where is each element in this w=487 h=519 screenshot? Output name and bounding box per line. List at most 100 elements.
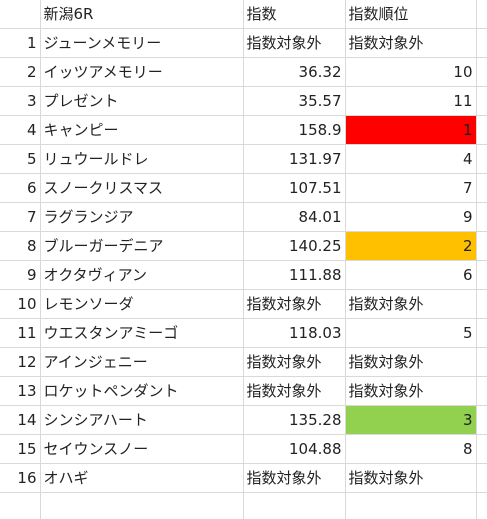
empty-cell[interactable] bbox=[476, 492, 487, 519]
index-cell[interactable]: 111.88 bbox=[243, 260, 346, 290]
table-row: 7 ラグランジア 84.01 9 bbox=[0, 202, 487, 232]
horse-name-cell[interactable]: キャンピー bbox=[40, 115, 244, 145]
row-number-cell[interactable]: 11 bbox=[0, 318, 41, 348]
empty-cell[interactable] bbox=[345, 492, 477, 519]
horse-name-cell[interactable]: アインジェニー bbox=[40, 347, 244, 377]
row-number-cell[interactable]: 13 bbox=[0, 376, 41, 406]
empty-cell[interactable] bbox=[476, 405, 487, 435]
horse-name-cell[interactable]: プレゼント bbox=[40, 86, 244, 116]
index-cell[interactable]: 84.01 bbox=[243, 202, 346, 232]
empty-cell[interactable] bbox=[476, 202, 487, 232]
empty-cell[interactable] bbox=[476, 86, 487, 116]
table-row: 13 ロケットペンダント 指数対象外 指数対象外 bbox=[0, 376, 487, 406]
table-row-empty bbox=[0, 492, 487, 519]
index-cell[interactable]: 135.28 bbox=[243, 405, 346, 435]
empty-cell[interactable] bbox=[243, 492, 346, 519]
empty-cell[interactable] bbox=[476, 57, 487, 87]
rank-cell[interactable]: 指数対象外 bbox=[345, 347, 477, 377]
empty-cell[interactable] bbox=[476, 434, 487, 464]
horse-name-cell[interactable]: ロケットペンダント bbox=[40, 376, 244, 406]
table-row: 5 リュウールドレ 131.97 4 bbox=[0, 144, 487, 174]
horse-name-cell[interactable]: リュウールドレ bbox=[40, 144, 244, 174]
empty-cell[interactable] bbox=[40, 492, 244, 519]
empty-cell[interactable] bbox=[476, 289, 487, 319]
horse-name-cell[interactable]: オクタヴィアン bbox=[40, 260, 244, 290]
empty-cell[interactable] bbox=[476, 231, 487, 261]
empty-cell[interactable] bbox=[476, 347, 487, 377]
table-row: 1 ジューンメモリー 指数対象外 指数対象外 bbox=[0, 28, 487, 58]
row-number-cell[interactable]: 2 bbox=[0, 57, 41, 87]
index-cell[interactable]: 指数対象外 bbox=[243, 347, 346, 377]
index-cell[interactable]: 36.32 bbox=[243, 57, 346, 87]
row-number-cell[interactable]: 12 bbox=[0, 347, 41, 377]
horse-name-cell[interactable]: イッツアメモリー bbox=[40, 57, 244, 87]
rank-cell[interactable]: 指数対象外 bbox=[345, 289, 477, 319]
header-rank-cell[interactable]: 指数順位 bbox=[345, 0, 477, 29]
rank-cell[interactable]: 5 bbox=[345, 318, 477, 348]
row-number-cell[interactable]: 8 bbox=[0, 231, 41, 261]
header-index-cell[interactable]: 指数 bbox=[243, 0, 346, 29]
header-race-name-cell[interactable]: 新潟6R bbox=[40, 0, 244, 29]
index-cell[interactable]: 104.88 bbox=[243, 434, 346, 464]
header-rownum-cell[interactable] bbox=[0, 0, 41, 29]
rank-cell[interactable]: 6 bbox=[345, 260, 477, 290]
horse-name-cell[interactable]: スノークリスマス bbox=[40, 173, 244, 203]
empty-cell[interactable] bbox=[476, 376, 487, 406]
table-row: 11 ウエスタンアミーゴ 118.03 5 bbox=[0, 318, 487, 348]
rank-cell[interactable]: 指数対象外 bbox=[345, 28, 477, 58]
row-number-cell[interactable]: 15 bbox=[0, 434, 41, 464]
horse-name-cell[interactable]: ジューンメモリー bbox=[40, 28, 244, 58]
empty-cell[interactable] bbox=[476, 260, 487, 290]
row-number-cell[interactable]: 4 bbox=[0, 115, 41, 145]
row-number-cell[interactable]: 16 bbox=[0, 463, 41, 493]
rank-cell[interactable]: 7 bbox=[345, 173, 477, 203]
empty-cell[interactable] bbox=[476, 144, 487, 174]
row-number-cell[interactable]: 10 bbox=[0, 289, 41, 319]
horse-name-cell[interactable]: オハギ bbox=[40, 463, 244, 493]
horse-name-cell[interactable]: ウエスタンアミーゴ bbox=[40, 318, 244, 348]
index-cell[interactable]: 118.03 bbox=[243, 318, 346, 348]
empty-cell[interactable] bbox=[476, 115, 487, 145]
rank-cell-highlight-green[interactable]: 3 bbox=[345, 405, 477, 435]
rank-cell-highlight-red[interactable]: 1 bbox=[345, 115, 477, 145]
row-number-cell[interactable]: 14 bbox=[0, 405, 41, 435]
rank-cell[interactable]: 9 bbox=[345, 202, 477, 232]
rank-cell[interactable]: 10 bbox=[345, 57, 477, 87]
empty-cell[interactable] bbox=[476, 463, 487, 493]
row-number-cell[interactable]: 1 bbox=[0, 28, 41, 58]
rank-cell[interactable]: 指数対象外 bbox=[345, 376, 477, 406]
rank-cell[interactable]: 4 bbox=[345, 144, 477, 174]
row-number-cell[interactable]: 9 bbox=[0, 260, 41, 290]
index-cell[interactable]: 指数対象外 bbox=[243, 289, 346, 319]
index-cell[interactable]: 指数対象外 bbox=[243, 28, 346, 58]
header-row: 新潟6R 指数 指数順位 bbox=[0, 0, 487, 29]
index-cell[interactable]: 131.97 bbox=[243, 144, 346, 174]
index-cell[interactable]: 107.51 bbox=[243, 173, 346, 203]
empty-cell[interactable] bbox=[476, 28, 487, 58]
row-number-cell[interactable]: 7 bbox=[0, 202, 41, 232]
index-cell[interactable]: 指数対象外 bbox=[243, 463, 346, 493]
rank-cell[interactable]: 11 bbox=[345, 86, 477, 116]
row-number-cell[interactable]: 3 bbox=[0, 86, 41, 116]
horse-name-cell[interactable]: レモンソーダ bbox=[40, 289, 244, 319]
row-number-cell[interactable]: 6 bbox=[0, 173, 41, 203]
index-cell[interactable]: 140.25 bbox=[243, 231, 346, 261]
empty-cell[interactable] bbox=[476, 173, 487, 203]
table-row: 15 セイウンスノー 104.88 8 bbox=[0, 434, 487, 464]
table-row: 10 レモンソーダ 指数対象外 指数対象外 bbox=[0, 289, 487, 319]
row-number-cell[interactable]: 5 bbox=[0, 144, 41, 174]
horse-name-cell[interactable]: シンシアハート bbox=[40, 405, 244, 435]
rank-cell-highlight-orange[interactable]: 2 bbox=[345, 231, 477, 261]
horse-name-cell[interactable]: セイウンスノー bbox=[40, 434, 244, 464]
rank-cell[interactable]: 指数対象外 bbox=[345, 463, 477, 493]
index-cell[interactable]: 指数対象外 bbox=[243, 376, 346, 406]
index-cell[interactable]: 35.57 bbox=[243, 86, 346, 116]
rank-cell[interactable]: 8 bbox=[345, 434, 477, 464]
index-cell[interactable]: 158.9 bbox=[243, 115, 346, 145]
horse-name-cell[interactable]: ラグランジア bbox=[40, 202, 244, 232]
horse-name-cell[interactable]: ブルーガーデニア bbox=[40, 231, 244, 261]
table-row: 8 ブルーガーデニア 140.25 2 bbox=[0, 231, 487, 261]
empty-cell[interactable] bbox=[0, 492, 41, 519]
empty-cell[interactable] bbox=[476, 0, 487, 29]
empty-cell[interactable] bbox=[476, 318, 487, 348]
